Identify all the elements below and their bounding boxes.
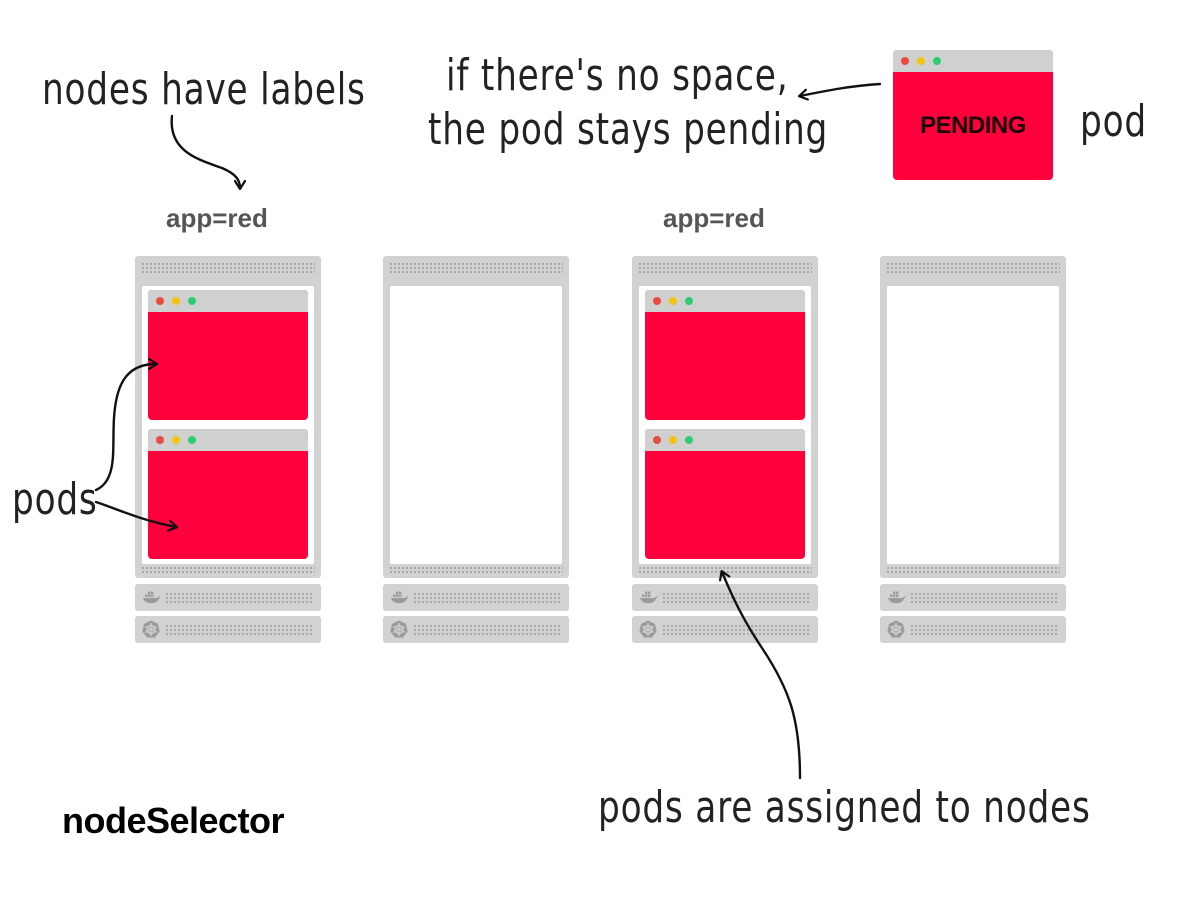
minimize-dot-icon bbox=[917, 57, 925, 65]
annotation-pods-assigned: pods are assigned to nodes bbox=[598, 782, 1091, 833]
vent-grille bbox=[413, 592, 561, 603]
diagram-title: nodeSelector bbox=[62, 800, 285, 841]
vent-grille bbox=[886, 566, 1060, 575]
kubernetes-wheel-icon bbox=[141, 619, 161, 639]
pod-title-bar bbox=[893, 50, 1053, 72]
pending-pod: PENDING bbox=[893, 50, 1053, 180]
pending-status: PENDING bbox=[920, 112, 1026, 139]
kubernetes-wheel-icon bbox=[638, 619, 658, 639]
vent-grille bbox=[141, 566, 315, 575]
close-dot-icon bbox=[156, 297, 164, 305]
maximize-dot-icon bbox=[933, 57, 941, 65]
close-dot-icon bbox=[156, 436, 164, 444]
pod bbox=[645, 290, 805, 420]
pod bbox=[148, 429, 308, 559]
kubelet-unit bbox=[135, 616, 321, 643]
arrow-to-node-3 bbox=[722, 572, 802, 780]
node-chassis bbox=[632, 256, 818, 578]
kubelet-unit bbox=[632, 616, 818, 643]
vent-grille bbox=[638, 262, 812, 274]
node-capacity-area bbox=[639, 286, 811, 564]
docker-whale-icon bbox=[141, 587, 161, 607]
arrow-to-node-label bbox=[170, 114, 240, 188]
minimize-dot-icon bbox=[172, 297, 180, 305]
node-capacity-area bbox=[887, 286, 1059, 564]
container-runtime-unit bbox=[383, 584, 569, 611]
close-dot-icon bbox=[901, 57, 909, 65]
annotation-pod: pod bbox=[1080, 96, 1147, 147]
node-label-3: app=red bbox=[663, 203, 765, 233]
node-label-1: app=red bbox=[166, 203, 268, 233]
maximize-dot-icon bbox=[685, 436, 693, 444]
node-4 bbox=[880, 256, 1066, 644]
minimize-dot-icon bbox=[669, 436, 677, 444]
close-dot-icon bbox=[653, 297, 661, 305]
vent-grille bbox=[413, 624, 561, 635]
arrow-to-pod-1 bbox=[94, 364, 156, 492]
node-3 bbox=[632, 256, 818, 644]
kubernetes-wheel-icon bbox=[389, 619, 409, 639]
arrow-to-pending-pod-text bbox=[800, 82, 882, 96]
node-chassis bbox=[880, 256, 1066, 578]
docker-whale-icon bbox=[638, 587, 658, 607]
node-capacity-area bbox=[142, 286, 314, 564]
maximize-dot-icon bbox=[685, 297, 693, 305]
annotation-no-space-line1: if there's no space, bbox=[446, 50, 789, 101]
container-runtime-unit bbox=[880, 584, 1066, 611]
maximize-dot-icon bbox=[188, 297, 196, 305]
pod bbox=[148, 290, 308, 420]
pod-title-bar bbox=[148, 290, 308, 312]
close-dot-icon bbox=[653, 436, 661, 444]
annotation-nodes-have-labels: nodes have labels bbox=[42, 64, 366, 115]
vent-grille bbox=[165, 624, 313, 635]
vent-grille bbox=[165, 592, 313, 603]
pod-title-bar bbox=[645, 290, 805, 312]
pod-title-bar bbox=[148, 429, 308, 451]
node-capacity-area bbox=[390, 286, 562, 564]
vent-grille bbox=[389, 262, 563, 274]
node-2 bbox=[383, 256, 569, 644]
arrow-to-pod-2 bbox=[94, 500, 176, 527]
vent-grille bbox=[662, 624, 810, 635]
vent-grille bbox=[662, 592, 810, 603]
docker-whale-icon bbox=[886, 587, 906, 607]
kubelet-unit bbox=[880, 616, 1066, 643]
annotation-no-space-line2: the pod stays pending bbox=[428, 104, 829, 155]
vent-grille bbox=[910, 592, 1058, 603]
vent-grille bbox=[886, 262, 1060, 274]
minimize-dot-icon bbox=[172, 436, 180, 444]
minimize-dot-icon bbox=[669, 297, 677, 305]
pod bbox=[645, 429, 805, 559]
container-runtime-unit bbox=[632, 584, 818, 611]
vent-grille bbox=[910, 624, 1058, 635]
docker-whale-icon bbox=[389, 587, 409, 607]
maximize-dot-icon bbox=[188, 436, 196, 444]
vent-grille bbox=[389, 566, 563, 575]
kubernetes-wheel-icon bbox=[886, 619, 906, 639]
container-runtime-unit bbox=[135, 584, 321, 611]
node-chassis bbox=[383, 256, 569, 578]
kubelet-unit bbox=[383, 616, 569, 643]
annotation-pods: pods bbox=[12, 474, 98, 525]
vent-grille bbox=[141, 262, 315, 274]
pod-title-bar bbox=[645, 429, 805, 451]
